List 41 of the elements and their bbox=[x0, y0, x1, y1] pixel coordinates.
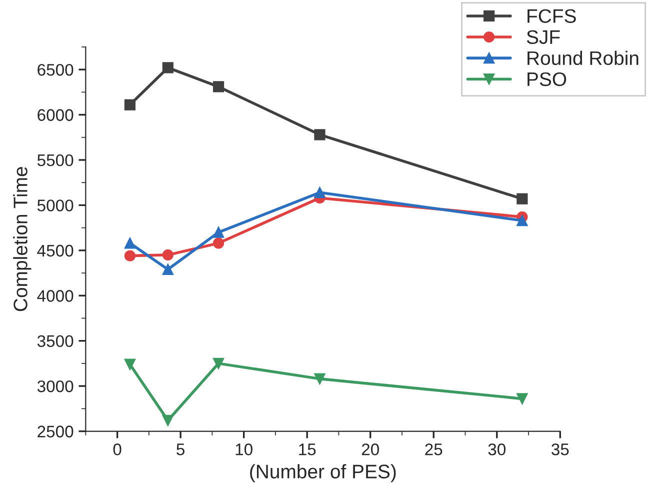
point bbox=[314, 373, 326, 384]
y-tick-label: 3500 bbox=[37, 335, 74, 348]
legend-label: PSO bbox=[528, 72, 566, 86]
point bbox=[212, 81, 224, 92]
x-tick-label: 0 bbox=[113, 444, 122, 456]
point bbox=[314, 186, 326, 198]
point bbox=[516, 193, 528, 204]
y-tick-label: 4500 bbox=[37, 244, 74, 257]
point bbox=[516, 215, 528, 226]
point bbox=[124, 358, 136, 370]
legend-label: SJF bbox=[526, 30, 560, 44]
point bbox=[212, 226, 224, 238]
point bbox=[162, 249, 174, 260]
point bbox=[162, 414, 174, 426]
x-tick-label: 25 bbox=[425, 444, 442, 456]
y-tick-label: 2500 bbox=[38, 426, 74, 438]
x-tick-label: 15 bbox=[299, 444, 316, 456]
point bbox=[212, 238, 224, 249]
y-tick-label: 4000 bbox=[37, 290, 74, 302]
point bbox=[516, 393, 528, 404]
legend-label: FCFS bbox=[528, 9, 576, 23]
point bbox=[124, 250, 136, 262]
x-tick-label: 10 bbox=[236, 444, 252, 456]
x-tick-label: 5 bbox=[176, 444, 184, 456]
legend-label: Round Robin bbox=[528, 50, 638, 66]
x-tick-label: 35 bbox=[552, 444, 569, 456]
y-tick-label: 6000 bbox=[38, 109, 74, 121]
point bbox=[212, 358, 224, 369]
x-tick-label: 30 bbox=[488, 444, 506, 456]
point bbox=[124, 238, 136, 249]
x-tick-label: 20 bbox=[362, 444, 379, 456]
x-axis-title: (Number of PES) bbox=[250, 464, 396, 482]
point bbox=[314, 129, 326, 140]
point bbox=[162, 264, 174, 275]
y-tick-label: 6500 bbox=[38, 64, 74, 76]
y-axis-title: Completion Time bbox=[13, 167, 32, 312]
y-tick-label: 5000 bbox=[37, 200, 74, 212]
y-tick-label: 5500 bbox=[37, 154, 74, 166]
y-tick-label: 3000 bbox=[37, 380, 74, 392]
point bbox=[162, 62, 174, 74]
point bbox=[124, 99, 136, 110]
